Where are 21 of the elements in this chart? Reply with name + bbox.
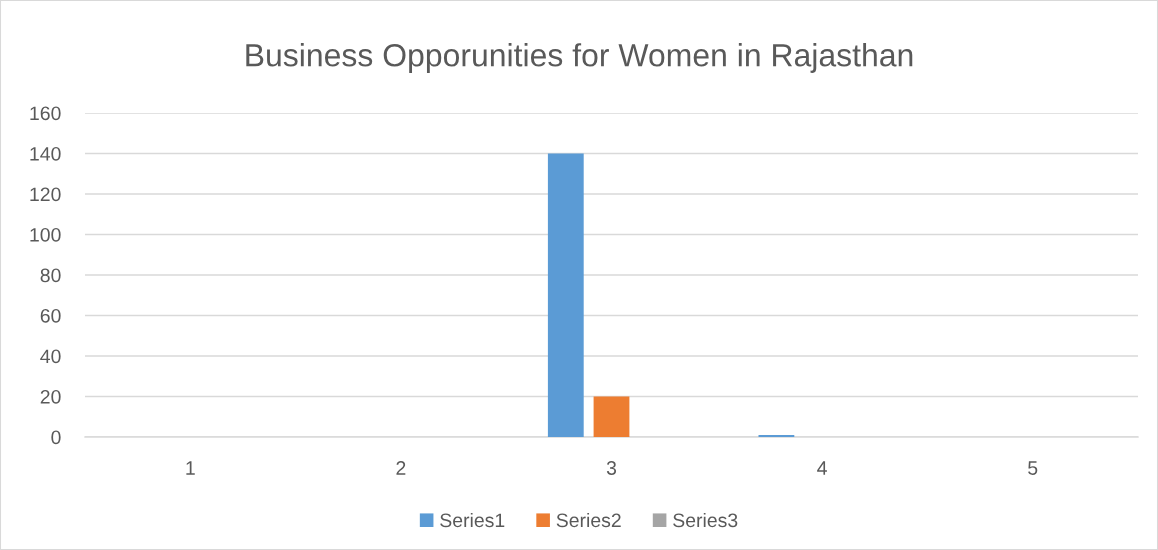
- y-tick-label: 120: [30, 187, 61, 202]
- y-tick-label: 160: [30, 106, 61, 121]
- y-tick-label: 60: [40, 308, 61, 323]
- y-tick-label: 40: [40, 349, 61, 364]
- y-tick-label: 100: [30, 227, 61, 242]
- chart-title: Business Opporunities for Women in Rajasthan: [246, 43, 913, 73]
- y-tick-label: 20: [40, 389, 61, 404]
- legend-label: Series1: [440, 512, 505, 528]
- x-tick-label: 5: [1028, 461, 1038, 475]
- bar: [593, 396, 630, 437]
- y-tick-label: 80: [40, 268, 61, 283]
- legend-label: Series2: [556, 512, 621, 528]
- y-tick-label: 0: [51, 430, 61, 445]
- x-tick-label: 1: [186, 461, 195, 475]
- y-tick-label: 140: [30, 146, 61, 161]
- x-tick-label: 4: [817, 461, 827, 475]
- bar: [547, 153, 584, 437]
- legend-label: Series3: [673, 512, 738, 528]
- x-tick-label: 3: [606, 461, 617, 475]
- bar: [758, 434, 795, 437]
- x-tick-label: 2: [396, 461, 406, 475]
